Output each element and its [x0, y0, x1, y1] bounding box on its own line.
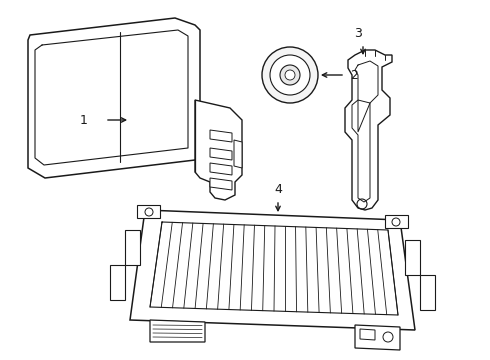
Polygon shape: [210, 148, 232, 160]
Polygon shape: [210, 130, 232, 142]
Polygon shape: [234, 140, 242, 168]
Polygon shape: [150, 320, 205, 342]
Circle shape: [280, 65, 300, 85]
Polygon shape: [28, 18, 200, 178]
Polygon shape: [405, 240, 420, 275]
Polygon shape: [345, 50, 392, 210]
Polygon shape: [195, 100, 242, 200]
Circle shape: [270, 55, 310, 95]
Polygon shape: [210, 163, 232, 175]
Circle shape: [262, 47, 318, 103]
Polygon shape: [420, 275, 435, 310]
Polygon shape: [210, 178, 232, 190]
Polygon shape: [385, 215, 408, 228]
Polygon shape: [130, 210, 415, 330]
Polygon shape: [110, 265, 125, 300]
Text: 4: 4: [274, 183, 282, 196]
Polygon shape: [355, 325, 400, 350]
Text: 3: 3: [354, 27, 362, 40]
Polygon shape: [360, 329, 375, 340]
Polygon shape: [358, 100, 370, 132]
Text: 2: 2: [350, 68, 358, 81]
Text: 1: 1: [80, 113, 88, 126]
Polygon shape: [137, 205, 160, 218]
Circle shape: [285, 70, 295, 80]
Polygon shape: [125, 230, 140, 265]
